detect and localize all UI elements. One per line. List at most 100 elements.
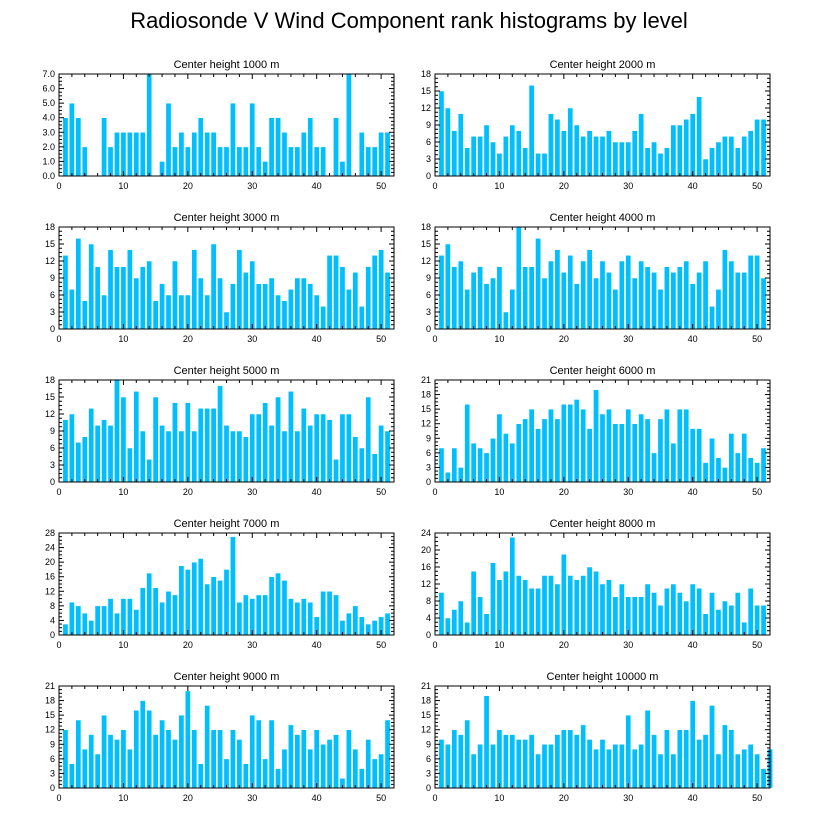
histogram-bar [618, 744, 625, 789]
x-tick-label: 10 [118, 181, 128, 191]
histogram-bar [651, 272, 657, 330]
x-tick-label: 40 [688, 334, 698, 344]
histogram-bar [618, 260, 625, 330]
histogram-bar [715, 753, 722, 789]
histogram-bar [715, 141, 722, 177]
y-tick-label: 2.0 [42, 142, 55, 152]
histogram-bar [384, 272, 391, 330]
histogram-bar [760, 605, 767, 636]
histogram-bar [307, 748, 314, 789]
histogram-bar [217, 277, 223, 330]
histogram-bar [320, 413, 327, 483]
histogram-bar [197, 408, 204, 483]
histogram-bar [94, 605, 101, 636]
histogram-bar [580, 136, 587, 177]
histogram-bar [502, 433, 509, 483]
histogram-bar [676, 408, 683, 483]
histogram-bar [191, 132, 198, 177]
histogram-bar [126, 132, 133, 177]
histogram-bar [275, 396, 281, 483]
y-tick-label: 16 [421, 562, 431, 572]
histogram-bar [255, 719, 262, 789]
histogram-bar [754, 753, 760, 789]
histogram-bar [580, 408, 587, 483]
histogram-bar [586, 130, 593, 177]
histogram-bar [438, 255, 445, 330]
histogram-bar [75, 605, 82, 636]
histogram-bar [346, 73, 352, 177]
histogram-bar [346, 289, 352, 330]
y-tick-label: 15 [45, 392, 55, 402]
histogram-bar [535, 238, 541, 330]
histogram-bar [75, 238, 82, 330]
histogram-bar [515, 423, 522, 483]
histogram-bar [722, 467, 728, 483]
histogram-bar [133, 132, 140, 177]
histogram-bar [365, 739, 372, 789]
histogram-bar [365, 266, 372, 330]
histogram-bar [702, 260, 709, 330]
y-tick-label: 3.0 [42, 127, 55, 137]
y-tick-label: 15 [45, 710, 55, 720]
histogram-bar [664, 266, 670, 330]
histogram-bar [541, 575, 548, 636]
histogram-bar [197, 558, 204, 636]
histogram-bar [81, 300, 88, 330]
histogram-bar [631, 130, 638, 177]
y-tick-label: 18 [45, 222, 55, 232]
histogram-panel-7: Center height 7000 m 0 4 8 12 16 20 24 28 0 10 20 30… [45, 518, 395, 650]
histogram-bar [88, 734, 95, 789]
histogram-bar [378, 132, 384, 177]
histogram-bar [445, 107, 451, 177]
x-tick-label: 0 [432, 640, 437, 650]
histogram-bar [172, 594, 178, 636]
histogram-bar [522, 266, 529, 330]
histogram-bar [75, 117, 82, 177]
histogram-bar [191, 430, 198, 483]
x-tick-label: 20 [183, 793, 193, 803]
y-tick-label: 8 [50, 601, 55, 611]
histogram-bar [631, 423, 638, 483]
histogram-bar [606, 272, 612, 330]
histogram-bar [593, 748, 599, 789]
histogram-bar [457, 113, 464, 177]
x-tick-label: 40 [688, 487, 698, 497]
histogram-bar [197, 763, 204, 789]
histogram-bar [502, 734, 509, 789]
y-tick-label: 6 [426, 754, 431, 764]
histogram-bar [509, 442, 516, 483]
y-tick-label: 6 [426, 448, 431, 458]
histogram-bar [509, 734, 516, 789]
histogram-bar [618, 583, 625, 636]
y-tick-label: 15 [421, 239, 431, 249]
y-tick-label: 3 [50, 460, 55, 470]
x-tick-label: 10 [494, 334, 504, 344]
histogram-bar [464, 404, 471, 483]
histogram-bar [728, 260, 735, 330]
histogram-bar [184, 402, 191, 483]
histogram-bar [326, 419, 333, 483]
histogram-bar [384, 612, 391, 636]
histogram-bar [528, 588, 535, 636]
histogram-bar [236, 739, 243, 789]
histogram-bar [358, 768, 365, 789]
x-tick-label: 10 [494, 487, 504, 497]
histogram-bar [223, 758, 230, 789]
histogram-bar [657, 605, 664, 636]
x-tick-label: 0 [432, 793, 437, 803]
histogram-bar [249, 413, 256, 483]
histogram-bar [464, 289, 471, 330]
histogram-bar [670, 124, 677, 177]
histogram-bar [191, 561, 198, 636]
histogram-bar [191, 249, 198, 330]
histogram-bar [94, 266, 101, 330]
x-tick-label: 20 [183, 487, 193, 497]
histogram-bar [490, 744, 496, 789]
x-tick-label: 30 [623, 487, 633, 497]
x-tick-label: 20 [183, 181, 193, 191]
histogram-bar [644, 418, 651, 483]
histogram-bar [593, 389, 599, 483]
histogram-bar [120, 132, 127, 177]
histogram-bar [522, 147, 529, 177]
histogram-bar [580, 724, 587, 789]
